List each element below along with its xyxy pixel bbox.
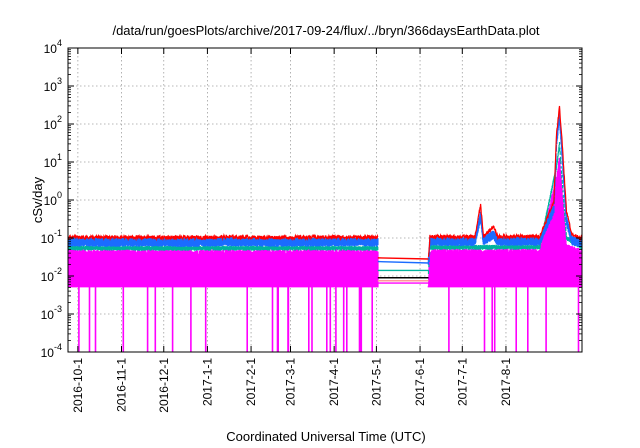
x-axis-ticks: 2016-10-1 2016-11-1 2016-12-1 2017-1-1 2017-… <box>71 48 513 413</box>
y-tick-label: 10-4 <box>41 342 62 360</box>
series-blue <box>68 111 582 265</box>
series-teal <box>68 142 582 274</box>
grid <box>68 48 582 352</box>
gap-line <box>377 257 429 260</box>
y-tick-label: 10-2 <box>41 266 62 284</box>
x-tick-label: 2017-1-1 <box>200 358 214 406</box>
series-magenta <box>68 157 582 352</box>
x-tick-label: 2017-5-1 <box>369 358 383 406</box>
data-area <box>68 105 582 352</box>
x-tick-label: 2017-4-1 <box>327 358 341 406</box>
y-tick-label: 103 <box>44 76 62 94</box>
x-tick-label: 2017-8-1 <box>499 358 513 406</box>
y-tick-label: 10-3 <box>41 304 62 322</box>
x-tick-label: 2016-10-1 <box>71 358 85 413</box>
y-tick-label: 104 <box>44 38 62 56</box>
gap-line <box>377 260 429 264</box>
y-tick-label: 100 <box>44 190 62 208</box>
y-axis-ticks: 10-4 10-3 10-2 10-1 100 101 102 103 104 <box>41 38 582 360</box>
x-tick-label: 2016-11-1 <box>115 358 129 412</box>
x-tick-label: 2017-7-1 <box>455 358 469 406</box>
y-tick-label: 101 <box>44 152 62 170</box>
x-tick-label: 2017-3-1 <box>283 358 297 406</box>
x-tick-label: 2017-2-1 <box>244 358 258 406</box>
x-tick-label: 2017-6-1 <box>413 358 427 406</box>
x-tick-label: 2016-12-1 <box>157 358 171 413</box>
x-axis-title: Coordinated Universal Time (UTC) <box>226 429 425 444</box>
y-tick-label: 102 <box>44 114 62 132</box>
chart-title: /data/run/goesPlots/archive/2017-09-24/f… <box>112 23 539 38</box>
series-red <box>68 105 582 257</box>
y-tick-label: 10-1 <box>41 228 62 246</box>
y-axis-title: cSv/day <box>30 176 45 223</box>
